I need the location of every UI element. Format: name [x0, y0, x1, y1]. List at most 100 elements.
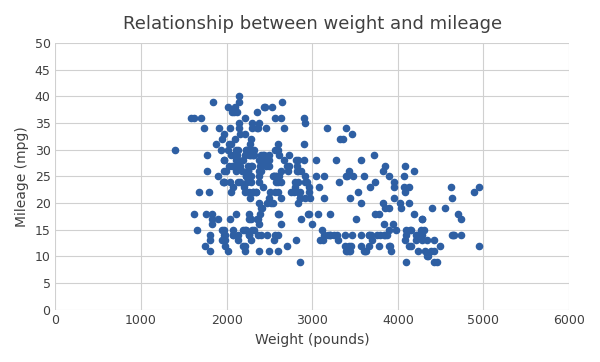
Point	[412, 232, 421, 238]
Point	[248, 189, 258, 195]
Point	[448, 232, 457, 238]
Point	[229, 109, 239, 115]
Point	[247, 147, 256, 152]
Point	[196, 115, 205, 121]
Point	[475, 184, 484, 190]
Point	[399, 173, 409, 179]
Point	[267, 104, 277, 110]
Point	[346, 243, 356, 248]
Point	[284, 163, 294, 168]
Point	[417, 237, 427, 243]
Point	[386, 248, 396, 254]
Point	[235, 125, 244, 131]
Point	[406, 227, 415, 232]
Point	[261, 163, 271, 168]
Point	[406, 243, 416, 248]
Point	[235, 179, 245, 185]
Point	[388, 221, 398, 227]
Point	[265, 189, 275, 195]
Point	[269, 173, 279, 179]
Point	[201, 211, 211, 216]
Point	[290, 184, 300, 190]
Point	[242, 173, 251, 179]
Point	[276, 195, 286, 201]
Point	[249, 227, 259, 232]
Point	[273, 189, 283, 195]
Point	[220, 179, 229, 185]
Title: Relationship between weight and mileage: Relationship between weight and mileage	[122, 15, 502, 33]
Point	[311, 157, 320, 163]
Point	[379, 221, 389, 227]
Point	[380, 163, 390, 168]
Point	[379, 232, 389, 238]
Point	[262, 157, 272, 163]
Point	[244, 173, 254, 179]
Point	[299, 157, 308, 163]
Point	[293, 179, 303, 185]
Point	[346, 195, 355, 201]
Point	[219, 131, 229, 136]
Point	[395, 200, 404, 206]
Point	[239, 184, 249, 190]
Point	[232, 152, 242, 158]
Point	[344, 168, 353, 174]
Point	[448, 232, 458, 238]
Point	[356, 157, 365, 163]
Point	[436, 243, 445, 248]
Point	[341, 125, 350, 131]
Point	[229, 227, 238, 232]
Point	[401, 227, 410, 232]
Point	[404, 200, 414, 206]
Point	[304, 211, 314, 216]
Point	[367, 237, 376, 243]
Point	[244, 147, 253, 152]
Point	[218, 136, 227, 142]
Point	[245, 232, 254, 238]
Point	[318, 237, 328, 243]
Point	[389, 179, 399, 185]
Point	[245, 152, 255, 158]
Point	[243, 163, 253, 168]
Point	[274, 152, 283, 158]
Point	[385, 205, 394, 211]
Point	[364, 243, 374, 248]
Point	[385, 227, 394, 232]
Point	[416, 227, 426, 232]
Point	[295, 195, 305, 201]
Point	[245, 211, 254, 216]
Point	[349, 173, 358, 179]
Point	[305, 195, 315, 201]
Point	[375, 232, 385, 238]
Point	[199, 125, 209, 131]
Point	[234, 120, 244, 126]
Point	[424, 253, 433, 259]
Point	[254, 173, 263, 179]
Point	[248, 152, 258, 158]
Point	[254, 179, 264, 185]
Point	[290, 179, 299, 185]
Point	[231, 168, 241, 174]
Point	[314, 184, 323, 190]
Point	[259, 104, 269, 110]
Point	[233, 237, 242, 243]
Point	[254, 125, 263, 131]
Point	[204, 189, 214, 195]
X-axis label: Weight (pounds): Weight (pounds)	[255, 333, 370, 347]
Point	[400, 163, 409, 168]
Point	[286, 189, 296, 195]
Point	[432, 259, 442, 265]
Point	[241, 147, 251, 152]
Point	[356, 232, 366, 238]
Point	[238, 168, 247, 174]
Point	[224, 147, 233, 152]
Point	[317, 227, 327, 232]
Point	[241, 147, 251, 152]
Point	[270, 115, 280, 121]
Point	[194, 189, 204, 195]
Point	[456, 232, 466, 238]
Point	[256, 205, 266, 211]
Point	[220, 227, 229, 232]
Point	[223, 104, 233, 110]
Point	[301, 195, 310, 201]
Point	[244, 232, 254, 238]
